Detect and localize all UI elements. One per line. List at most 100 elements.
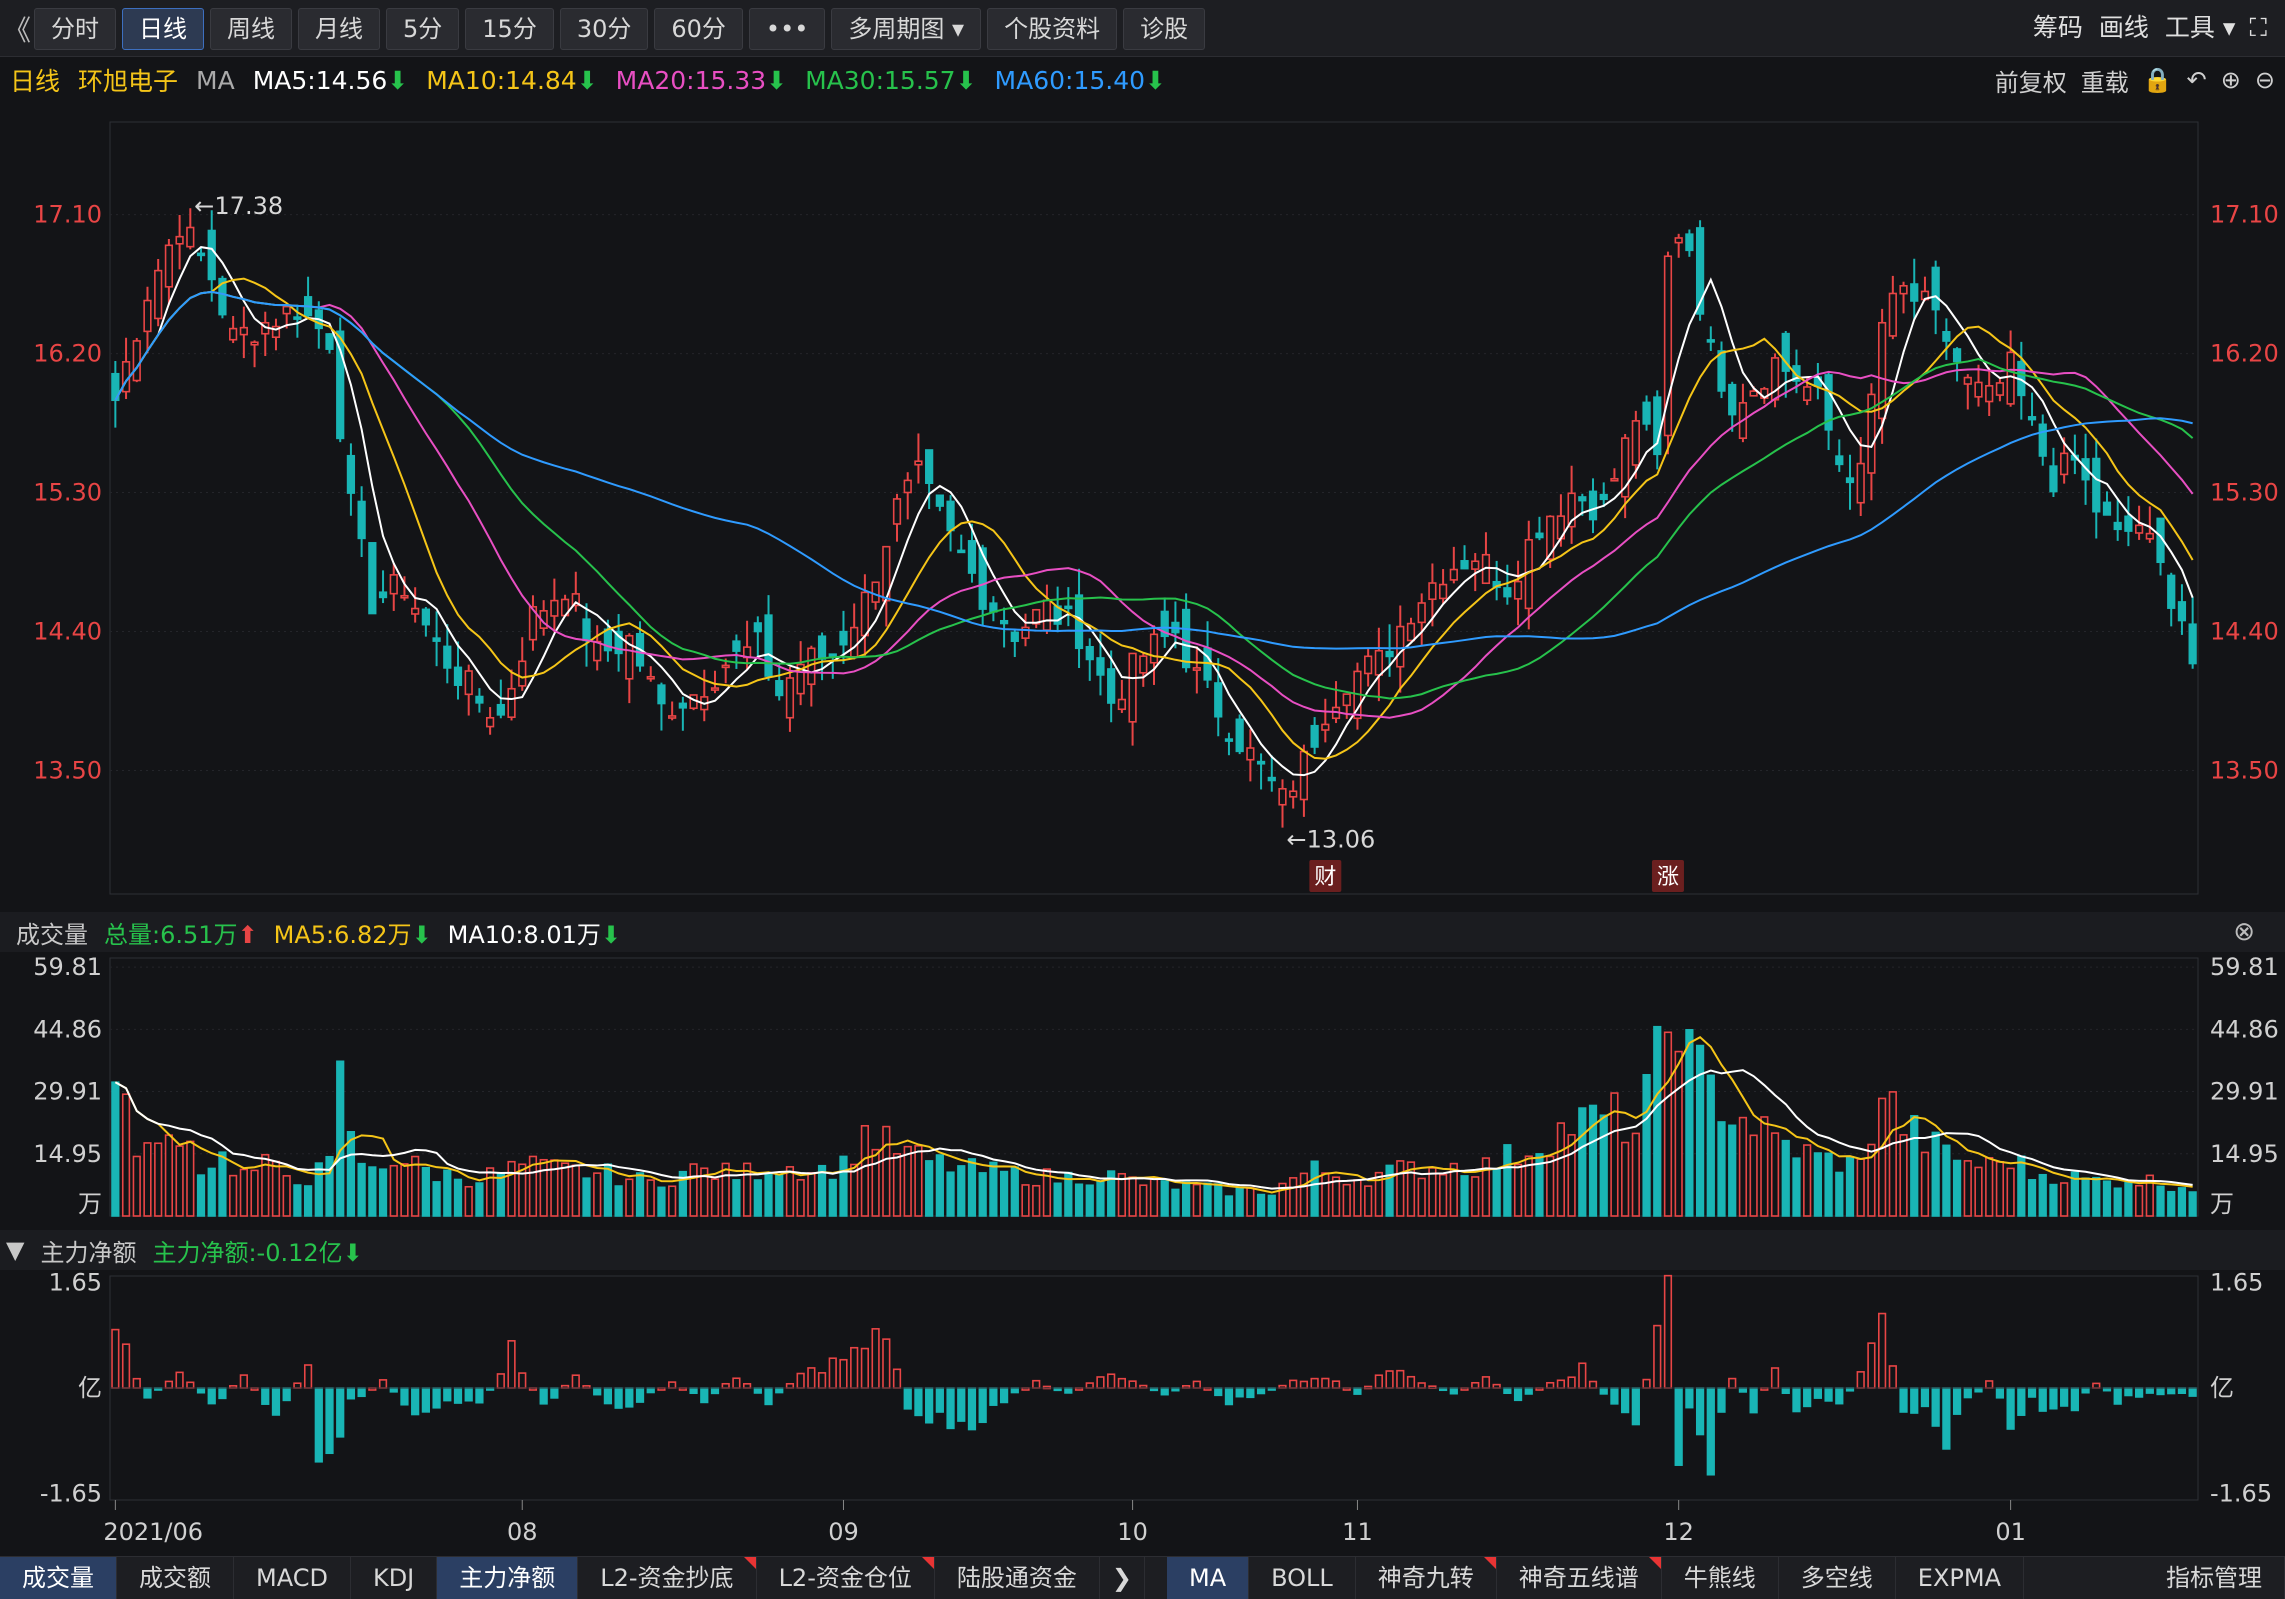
y-tick-label: 29.91	[33, 1078, 102, 1106]
candle-body	[1214, 682, 1223, 718]
netflow-bar	[1246, 1387, 1255, 1399]
indicator-tab[interactable]: MACD	[234, 1557, 351, 1599]
diagnose-button[interactable]: 诊股	[1123, 8, 1206, 50]
volume-bar	[1524, 1155, 1533, 1217]
volume-bar	[593, 1172, 602, 1217]
netflow-bar	[1728, 1377, 1737, 1389]
netflow-bar	[1546, 1381, 1555, 1389]
candle-body	[2124, 515, 2133, 532]
scroll-right-icon[interactable]: ❯	[1100, 1557, 1145, 1599]
multi-period-button[interactable]: 多周期图 ▾	[831, 8, 982, 50]
volume-bar	[2124, 1182, 2133, 1217]
netflow-bar	[1738, 1387, 1748, 1393]
volume-chart[interactable]: 59.81 59.81 44.86 44.86 29.91 29.91 14.95 14.95…	[0, 952, 2285, 1220]
ma-value-3: MA30:15.57⬇	[805, 66, 976, 95]
volume-bar	[1760, 1116, 1769, 1217]
volume-bar	[978, 1172, 987, 1217]
indicator-tab[interactable]: 成交额	[117, 1557, 234, 1599]
netflow-bar	[882, 1338, 891, 1389]
candle-body	[1717, 350, 1726, 392]
indicator-tab[interactable]: EXPMA	[1896, 1557, 2024, 1599]
indicator-tab[interactable]: KDJ	[351, 1557, 438, 1599]
candle-body	[1781, 332, 1790, 372]
netflow-bar	[1513, 1387, 1523, 1402]
netflow-bar	[1653, 1324, 1662, 1389]
indicator-tab[interactable]: 主力净额	[437, 1557, 579, 1599]
volume-bar	[700, 1167, 709, 1217]
netflow-bar	[828, 1357, 837, 1389]
volume-bar	[1835, 1171, 1844, 1217]
toolbar-right-2[interactable]: 工具	[2164, 13, 2215, 42]
period-tab-3[interactable]: 月线	[298, 8, 380, 50]
volume-bar	[518, 1163, 527, 1217]
netflow-bar	[2006, 1387, 2015, 1430]
adjust-mode-button[interactable]: 前复权	[1994, 68, 2067, 97]
zoom-in-icon[interactable]: ⊕	[2220, 66, 2241, 94]
undo-icon[interactable]: ↶	[2186, 66, 2207, 94]
candlestick-chart[interactable]: 17.10 17.10 16.20 16.20 15.30 15.30 14.40 14.40…	[0, 104, 2285, 908]
period-tab-7[interactable]: 60分	[654, 8, 743, 50]
volume-bar	[1674, 1050, 1683, 1217]
more-periods-button[interactable]: •••	[748, 8, 826, 50]
candle-body	[346, 454, 356, 494]
zoom-out-icon[interactable]: ⊖	[2254, 66, 2275, 94]
stock-name[interactable]: 环旭电子	[78, 67, 179, 96]
period-tab-5[interactable]: 15分	[465, 8, 554, 50]
candle-body	[486, 717, 495, 728]
netflow-value: 主力净额:-0.12亿⬇	[152, 1233, 362, 1268]
netflow-chart[interactable]: 1.65 1.65 -1.65 -1.65 亿 亿 2021/06 08 09 10 11 12 01	[0, 1270, 2285, 1556]
y-tick-label: 13.50	[2210, 756, 2279, 784]
indicator-tab[interactable]: 神奇九转	[1356, 1557, 1497, 1599]
toolbar-right-1[interactable]: 画线	[2098, 13, 2149, 42]
indicator-tab[interactable]: MA	[1166, 1557, 1250, 1599]
netflow-bar	[1706, 1387, 1715, 1476]
volume-title: 成交量	[16, 920, 88, 949]
candle-body	[764, 614, 773, 677]
fullscreen-icon[interactable]: ⛶	[2249, 13, 2267, 42]
period-tab-1[interactable]: 日线	[122, 8, 204, 50]
indicator-tab[interactable]: 神奇五线谱	[1497, 1557, 1662, 1599]
reload-button[interactable]: 重载	[2080, 68, 2129, 97]
collapse-panel-icon[interactable]: ▼	[6, 1236, 25, 1264]
high-price-label: ←17.38	[194, 192, 283, 220]
netflow-bar	[1642, 1378, 1651, 1389]
close-panel-icon[interactable]: ⊗	[2233, 917, 2255, 947]
indicator-tab[interactable]: L2-资金抄底	[578, 1557, 757, 1599]
toolbar-right-0[interactable]: 筹码	[2032, 13, 2083, 42]
volume-bar	[935, 1154, 944, 1217]
period-tab-0[interactable]: 分时	[34, 8, 116, 50]
volume-bar	[764, 1174, 773, 1217]
indicator-tab[interactable]: BOLL	[1249, 1557, 1356, 1599]
indicator-tab[interactable]: 多空线	[1779, 1557, 1896, 1599]
volume-bar	[1139, 1184, 1148, 1217]
candle-body	[1952, 348, 1962, 363]
candle-body	[710, 687, 720, 691]
volume-bar	[1042, 1168, 1052, 1217]
period-tab-6[interactable]: 30分	[559, 8, 649, 50]
stock-profile-button[interactable]: 个股资料	[987, 8, 1118, 50]
indicator-tab[interactable]: 成交量	[0, 1557, 117, 1599]
volume-bar	[2060, 1182, 2069, 1217]
lock-icon[interactable]: 🔒	[2142, 66, 2173, 94]
candle-body	[411, 607, 420, 615]
indicator-manage-button[interactable]: 指标管理	[2144, 1557, 2285, 1599]
period-tab-4[interactable]: 5分	[386, 8, 460, 50]
chevron-down-icon[interactable]: ▾	[2222, 13, 2236, 42]
candle-body	[453, 666, 463, 686]
netflow-bar	[764, 1387, 773, 1406]
volume-bar	[378, 1168, 388, 1217]
indicator-name[interactable]: MA	[196, 65, 235, 95]
volume-ma10-text: MA10:8.01万	[447, 920, 601, 949]
period-tab-2[interactable]: 周线	[210, 8, 292, 50]
volume-bar	[1845, 1156, 1855, 1217]
indicator-tab[interactable]: 陆股通资金	[935, 1557, 1100, 1599]
collapse-sidebar-icon[interactable]: 《	[2, 14, 31, 47]
candle-body	[271, 325, 281, 339]
indicator-tab[interactable]: 牛熊线	[1662, 1557, 1779, 1599]
netflow-bar	[1353, 1387, 1362, 1395]
candle-body	[1503, 587, 1512, 598]
volume-bar	[1417, 1177, 1426, 1217]
indicator-tab[interactable]: L2-资金仓位	[757, 1557, 935, 1599]
netflow-bar	[1899, 1387, 1908, 1413]
volume-bar	[1781, 1139, 1790, 1217]
